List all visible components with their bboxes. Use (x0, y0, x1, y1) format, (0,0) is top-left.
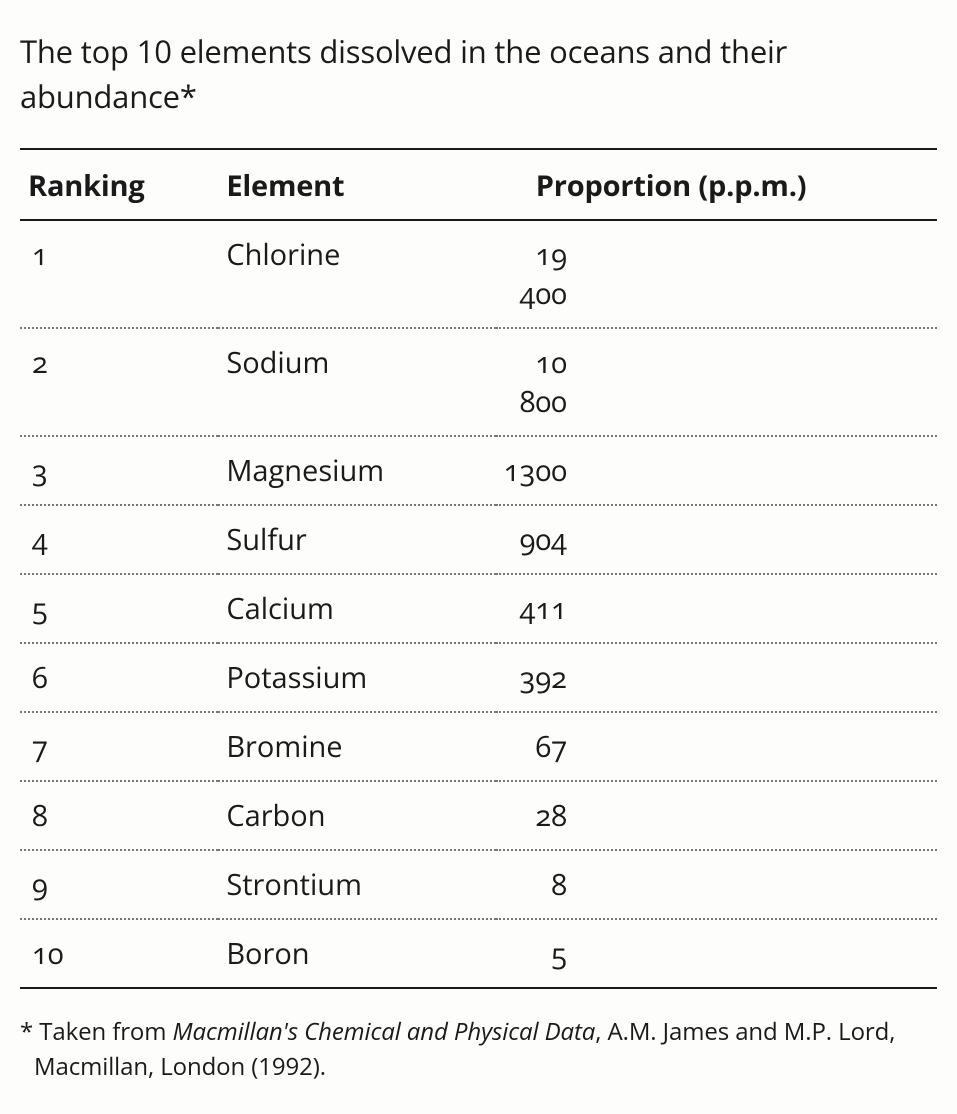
col-header-ranking: Ranking (20, 149, 218, 220)
table-header-row: Ranking Element Proportion (p.p.m.) (20, 149, 937, 220)
footnote: * Taken from Macmillan's Chemical and Ph… (20, 1015, 937, 1085)
table-row: 6 Potassium 392 (20, 643, 937, 712)
cell-element: Magnesium (218, 436, 495, 505)
cell-proportion: 5 (496, 919, 937, 988)
cell-ranking: 6 (20, 643, 218, 712)
cell-element: Boron (218, 919, 495, 988)
cell-ranking: 5 (20, 574, 218, 643)
cell-element: Strontium (218, 850, 495, 919)
cell-proportion: 1300 (496, 436, 937, 505)
table-row: 7 Bromine 67 (20, 712, 937, 781)
cell-ranking: 9 (20, 850, 218, 919)
cell-proportion: 904 (496, 505, 937, 574)
footnote-italic: Macmillan's Chemical and Physical Data (173, 1015, 596, 1048)
table-row: 10 Boron 5 (20, 919, 937, 988)
cell-ranking: 10 (20, 919, 218, 988)
cell-ranking: 3 (20, 436, 218, 505)
cell-element: Carbon (218, 781, 495, 850)
cell-proportion: 8 (496, 850, 937, 919)
col-header-element: Element (218, 149, 495, 220)
cell-ranking: 2 (20, 328, 218, 436)
cell-proportion: 19 400 (496, 220, 937, 328)
cell-element: Bromine (218, 712, 495, 781)
table-row: 4 Sulfur 904 (20, 505, 937, 574)
cell-proportion: 392 (496, 643, 937, 712)
table-title: The top 10 elements dissolved in the oce… (20, 30, 937, 120)
table-row: 5 Calcium 411 (20, 574, 937, 643)
cell-element: Chlorine (218, 220, 495, 328)
cell-element: Potassium (218, 643, 495, 712)
cell-ranking: 4 (20, 505, 218, 574)
table-row: 9 Strontium 8 (20, 850, 937, 919)
footnote-prefix: Taken from (33, 1015, 172, 1048)
cell-proportion: 28 (496, 781, 937, 850)
cell-ranking: 7 (20, 712, 218, 781)
cell-element: Sodium (218, 328, 495, 436)
cell-element: Calcium (218, 574, 495, 643)
col-header-proportion: Proportion (p.p.m.) (496, 149, 937, 220)
table-row: 2 Sodium 10 800 (20, 328, 937, 436)
table-row: 8 Carbon 28 (20, 781, 937, 850)
table-row: 3 Magnesium 1300 (20, 436, 937, 505)
cell-proportion: 67 (496, 712, 937, 781)
cell-proportion: 411 (496, 574, 937, 643)
ocean-elements-table: Ranking Element Proportion (p.p.m.) 1 Ch… (20, 148, 937, 989)
cell-ranking: 8 (20, 781, 218, 850)
cell-element: Sulfur (218, 505, 495, 574)
footnote-marker: * (20, 1015, 33, 1048)
table-row: 1 Chlorine 19 400 (20, 220, 937, 328)
cell-ranking: 1 (20, 220, 218, 328)
cell-proportion: 10 800 (496, 328, 937, 436)
